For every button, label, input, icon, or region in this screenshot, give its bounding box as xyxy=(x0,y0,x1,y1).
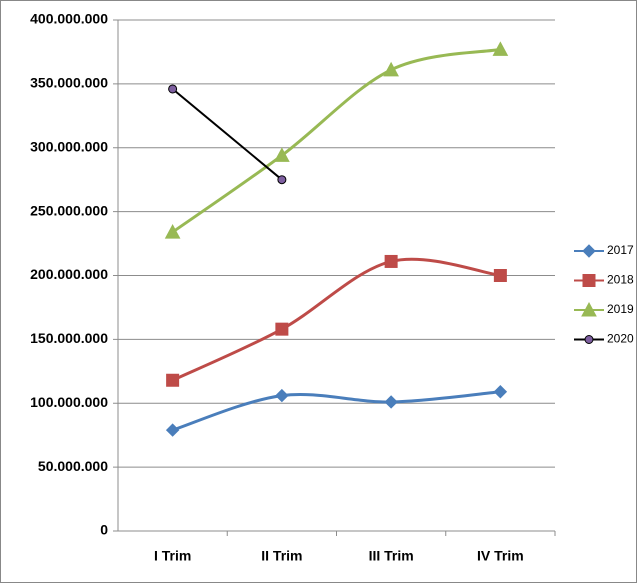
series-line xyxy=(172,390,501,432)
marker xyxy=(493,385,508,399)
legend-marker xyxy=(582,274,596,287)
y-tick-label: 250.000.000 xyxy=(30,202,108,218)
marker xyxy=(166,373,180,387)
marker xyxy=(168,84,178,94)
legend-label: 2017 xyxy=(607,243,634,257)
y-tick-label: 300.000.000 xyxy=(30,138,108,154)
series-line xyxy=(171,47,501,234)
y-tick-label: 400.000.000 xyxy=(30,11,108,27)
y-tick-label: 100.000.000 xyxy=(30,394,108,410)
marker xyxy=(277,175,287,185)
marker xyxy=(384,395,398,409)
x-tick-label: II Trim xyxy=(261,548,302,564)
x-tick-label: I Trim xyxy=(154,548,191,564)
marker xyxy=(492,41,509,56)
marker xyxy=(384,254,398,268)
marker xyxy=(165,423,180,437)
legend-marker xyxy=(584,335,594,344)
series-line xyxy=(171,88,283,181)
marker xyxy=(275,322,289,336)
x-tick-label: III Trim xyxy=(369,548,414,564)
marker xyxy=(493,269,507,282)
legend-label: 2020 xyxy=(607,332,634,346)
marker xyxy=(275,388,289,403)
x-tick-label: IV Trim xyxy=(477,548,524,564)
legend-marker xyxy=(581,301,597,317)
marker xyxy=(274,147,290,162)
legend-marker xyxy=(582,244,596,258)
legend-label: 2019 xyxy=(607,302,634,316)
marker xyxy=(164,224,181,239)
y-tick-label: 200.000.000 xyxy=(30,266,108,282)
legend-label: 2018 xyxy=(607,273,634,287)
series-line xyxy=(171,257,501,382)
marker xyxy=(383,61,399,77)
y-tick-label: 50.000.000 xyxy=(38,458,108,474)
y-tick-label: 0 xyxy=(100,522,108,538)
y-tick-label: 150.000.000 xyxy=(30,330,108,346)
y-tick-label: 350.000.000 xyxy=(30,75,108,91)
